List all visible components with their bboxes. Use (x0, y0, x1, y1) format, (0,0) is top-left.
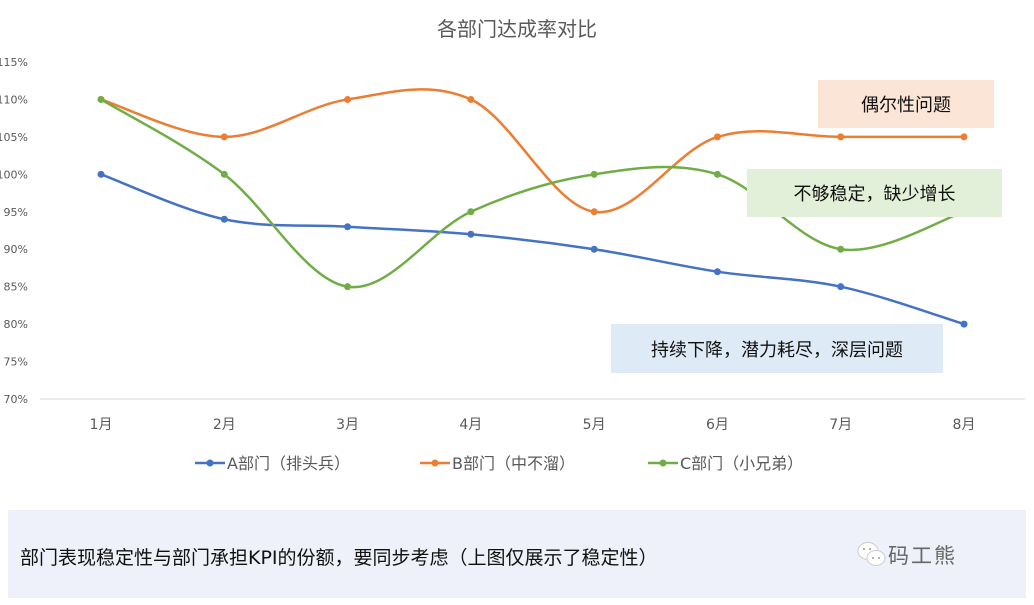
data-point (467, 230, 475, 238)
x-tick-label: 5月 (583, 417, 606, 433)
data-point (344, 223, 352, 231)
data-point (344, 283, 352, 291)
y-tick-label: 95% (4, 206, 28, 219)
y-tick-label: 110% (0, 93, 28, 106)
brand-logo-text: 码工熊 (888, 544, 957, 568)
data-point (590, 170, 598, 178)
y-tick-label: 70% (4, 393, 28, 406)
legend-marker (659, 459, 667, 467)
data-point (960, 133, 968, 141)
y-tick-label: 80% (4, 318, 28, 331)
data-point (220, 215, 228, 223)
x-tick-label: 8月 (953, 417, 976, 433)
data-point (344, 95, 352, 103)
x-tick-label: 4月 (459, 417, 482, 433)
x-tick-label: 2月 (213, 417, 236, 433)
y-tick-label: 115% (0, 56, 28, 69)
data-point (467, 95, 475, 103)
data-point (837, 283, 845, 291)
y-tick-label: 85% (4, 281, 28, 294)
data-point (220, 133, 228, 141)
x-tick-label: 7月 (829, 417, 852, 433)
x-tick-label: 1月 (90, 417, 113, 433)
series-line-2 (100, 98, 965, 289)
data-point (713, 133, 721, 141)
data-point (713, 268, 721, 276)
y-tick-label: 90% (4, 243, 28, 256)
annotation-c: 不够稳定，缺少增长 (747, 169, 1002, 217)
x-tick-label: 3月 (336, 417, 359, 433)
y-tick-label: 75% (4, 356, 28, 369)
footer-text: 部门表现稳定性与部门承担KPI的份额，要同步考虑（上图仅展示了稳定性） (20, 547, 658, 569)
footer-box: 部门表现稳定性与部门承担KPI的份额，要同步考虑（上图仅展示了稳定性） 码工熊 (8, 510, 1026, 598)
series-line-1 (100, 88, 964, 214)
legend-marker (431, 459, 439, 467)
data-point (97, 170, 105, 178)
annotation-a: 持续下降，潜力耗尽，深层问题 (611, 324, 943, 373)
data-point (713, 170, 721, 178)
annotation-b: 偶尔性问题 (818, 80, 994, 128)
data-point (220, 170, 228, 178)
legend-marker (206, 459, 214, 467)
data-point (590, 208, 598, 216)
data-point (960, 320, 968, 328)
series-line-0 (100, 173, 965, 326)
y-tick-label: 105% (0, 131, 28, 144)
legend-label: A部门（排头兵） (227, 454, 350, 473)
data-point (837, 133, 845, 141)
x-tick-label: 6月 (706, 417, 729, 433)
legend-label: B部门（中不溜） (452, 454, 575, 473)
y-tick-label: 100% (0, 168, 28, 181)
data-point (837, 245, 845, 253)
wechat-icon (857, 542, 886, 566)
line-chart: 各部门达成率对比 70% 75% 80% 85% 90% 95% 100% 105% 110% 11… (0, 17, 1025, 473)
data-point (97, 95, 105, 103)
data-point (590, 245, 598, 253)
legend-label: C部门（小兄弟） (680, 454, 803, 473)
chart-title: 各部门达成率对比 (437, 17, 597, 41)
data-point (467, 208, 475, 216)
